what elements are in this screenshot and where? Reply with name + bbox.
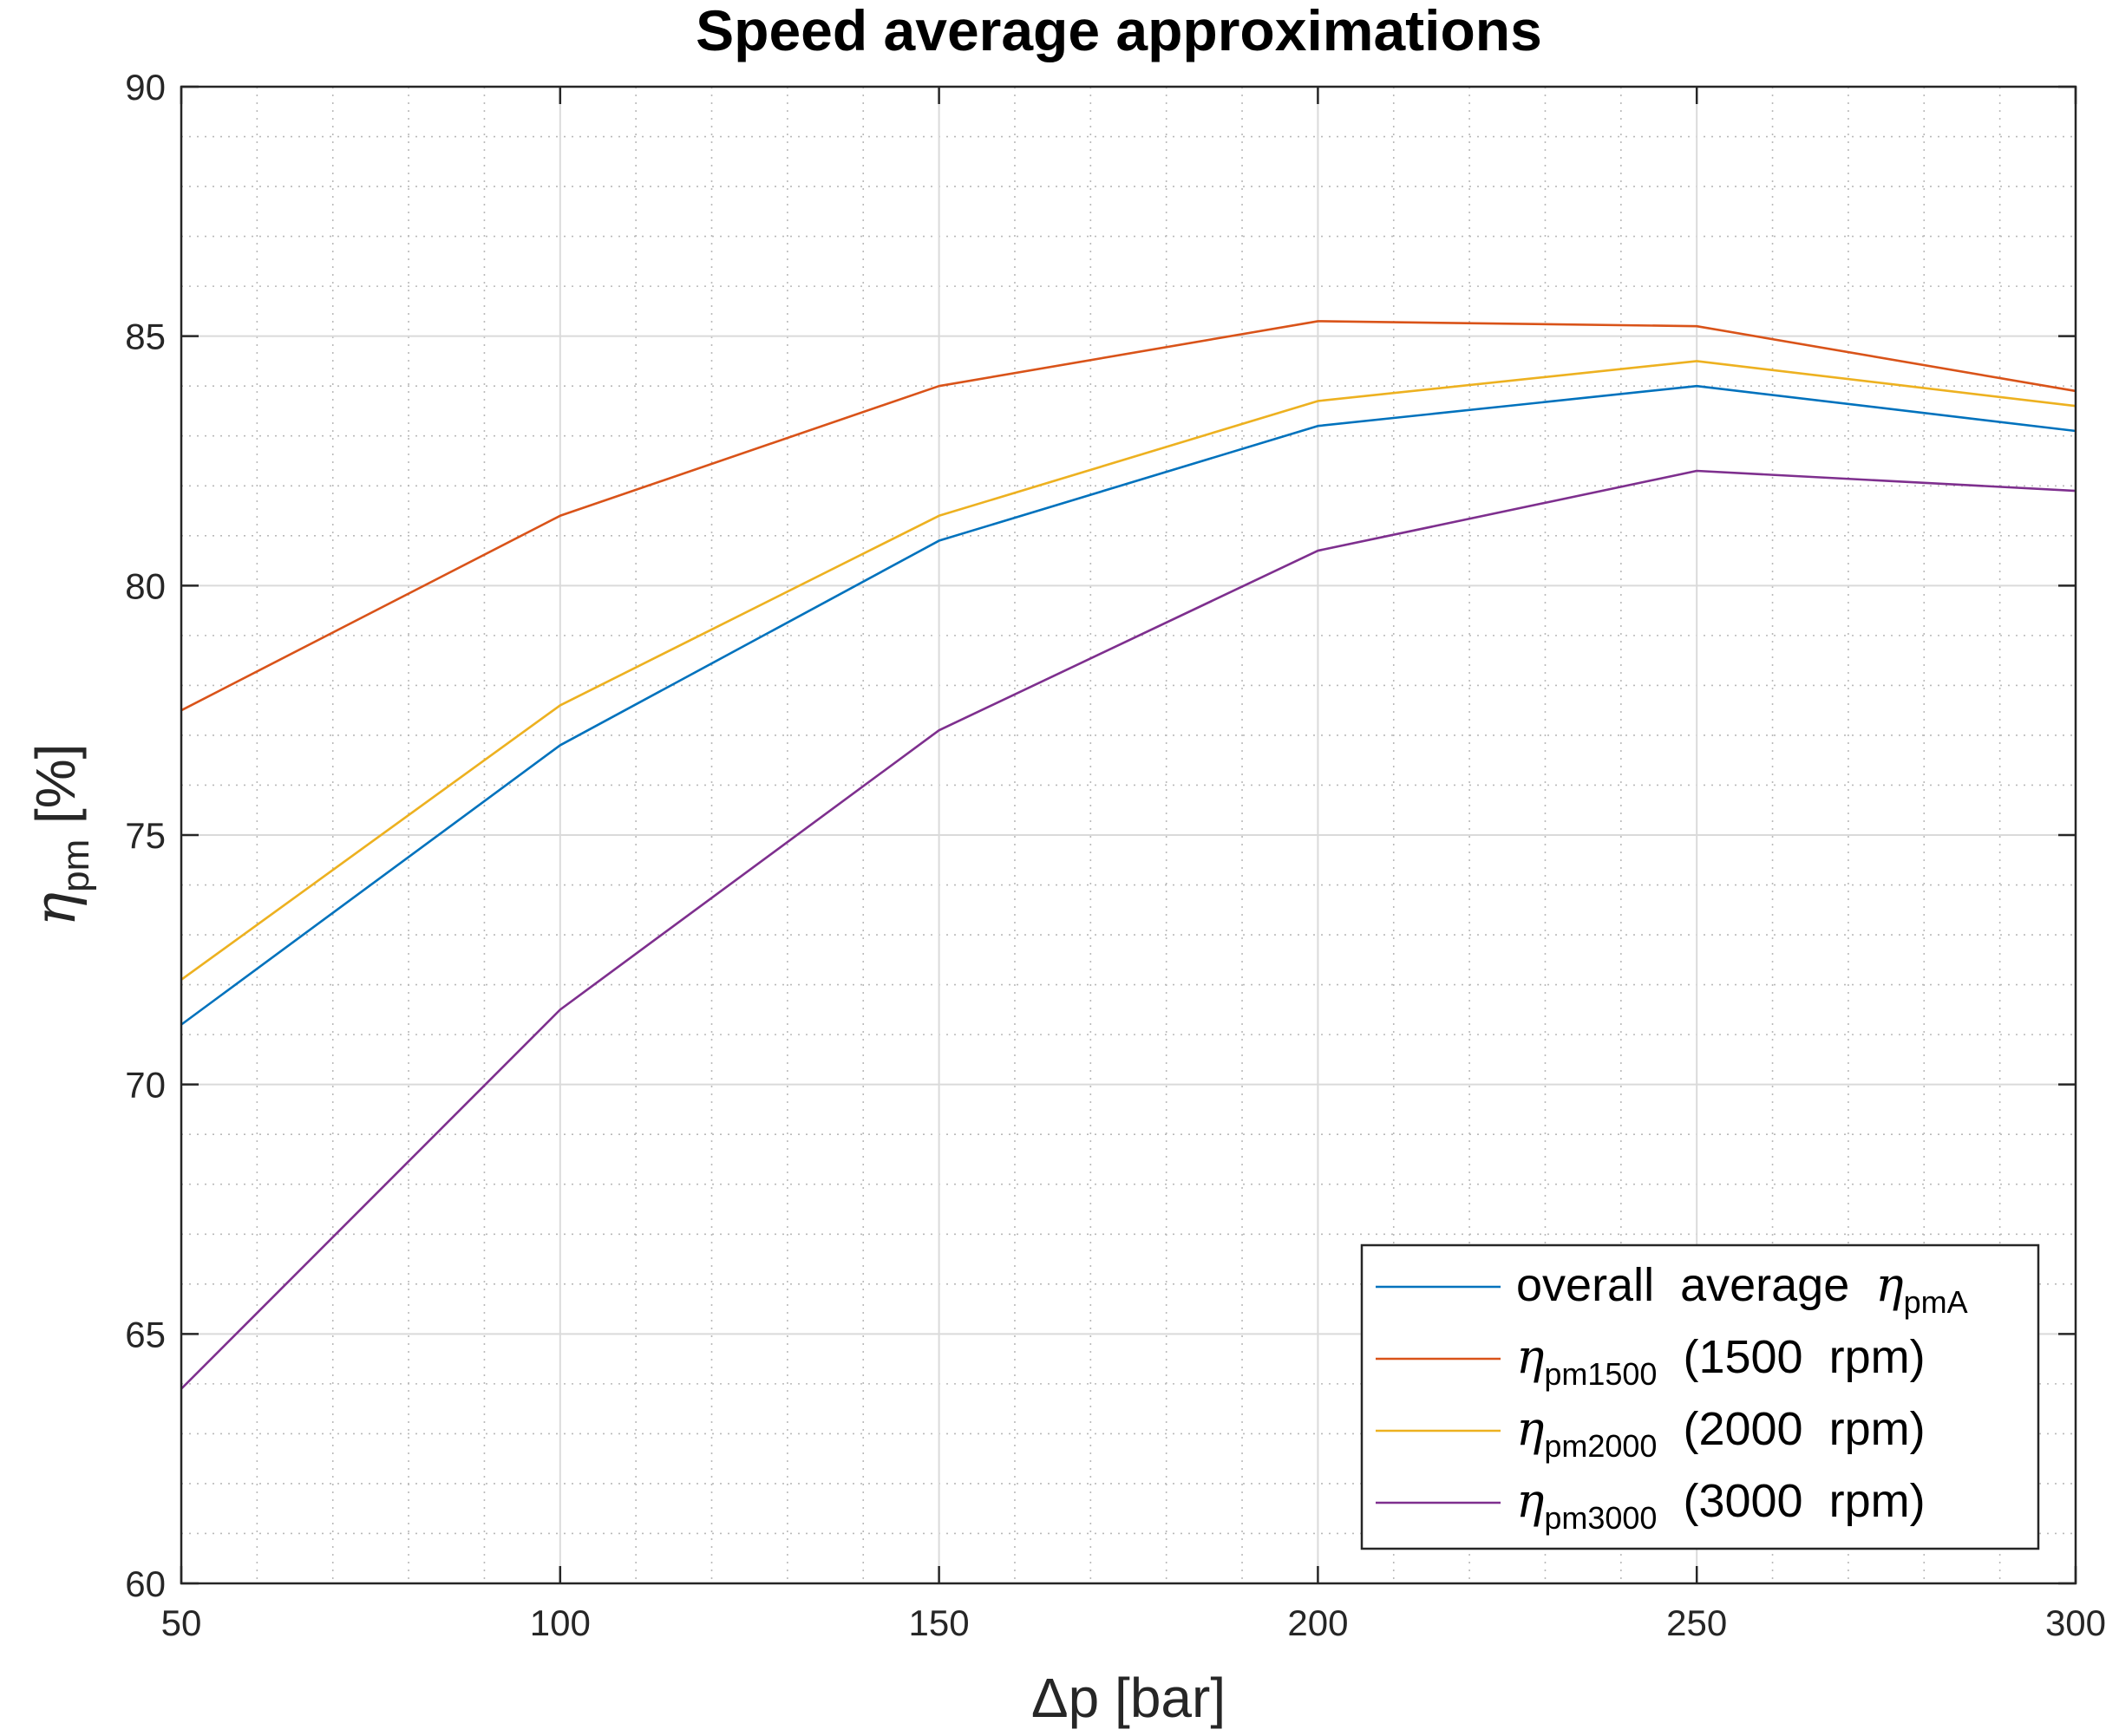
chart-title: Speed average approximations [696, 0, 1542, 62]
legend-entry-subscript: pm3000 [1544, 1500, 1657, 1536]
legend-entry-main: overall average [1516, 1259, 1875, 1311]
tick-labels: 50 100 150 200 250 300 60 65 70 75 80 85 90 [125, 67, 2106, 1643]
x-axis-label: Δp [bar] [1031, 1667, 1226, 1729]
legend-entry-symbol: η [1516, 1473, 1544, 1528]
x-tick-label: 50 [161, 1602, 202, 1643]
legend-entry-subscript: pm2000 [1544, 1428, 1657, 1464]
x-tick-label: 150 [909, 1602, 970, 1643]
series-line-overall-average [180, 384, 2076, 1026]
series-line-1500-rpm [180, 320, 2076, 712]
y-tick-label: 85 [125, 317, 166, 357]
series-line-3000-rpm [180, 469, 2076, 1390]
legend-entry-text: ηpm1500 (1500 rpm) [1516, 1329, 1926, 1392]
y-tick-label: 65 [125, 1314, 166, 1354]
series-line-2000-rpm [180, 360, 2076, 981]
x-tick-label: 250 [1666, 1602, 1727, 1643]
legend-entry-symbol: η [1516, 1401, 1544, 1456]
legend-entry-symbol: η [1875, 1257, 1903, 1312]
y-tick-label: 70 [125, 1065, 166, 1106]
x-tick-label: 200 [1287, 1602, 1348, 1643]
y-axis-label-subscript: pm [55, 839, 97, 892]
tick-marks [180, 85, 2077, 1585]
y-tick-label: 80 [125, 565, 166, 606]
legend-entry-text: ηpm3000 (3000 rpm) [1516, 1473, 1926, 1536]
legend-entry-subscript: pm1500 [1544, 1356, 1657, 1392]
legend-entry-symbol: η [1516, 1329, 1544, 1384]
x-tick-label: 300 [2045, 1602, 2106, 1643]
y-tick-label: 75 [125, 815, 166, 856]
legend-entry-subscript: pmA [1904, 1284, 1968, 1320]
y-axis-label: ηpm [%] [22, 744, 97, 927]
y-axis-label-unit: [%] [24, 744, 87, 839]
legend-entry-text: ηpm2000 (2000 rpm) [1516, 1401, 1926, 1464]
legend-box [1360, 1243, 2040, 1550]
y-axis-label-symbol: η [22, 892, 88, 927]
series-lines [180, 320, 2076, 1390]
y-tick-label: 60 [125, 1563, 166, 1604]
y-tick-label: 90 [125, 67, 166, 108]
legend-entry-suffix: (3000 rpm) [1657, 1475, 1925, 1527]
legend-entry-text: overall average ηpmA [1516, 1257, 1968, 1320]
legend-entry-suffix: (1500 rpm) [1657, 1331, 1925, 1383]
x-tick-label: 100 [530, 1602, 591, 1643]
legend-entry-suffix: (2000 rpm) [1657, 1403, 1925, 1455]
